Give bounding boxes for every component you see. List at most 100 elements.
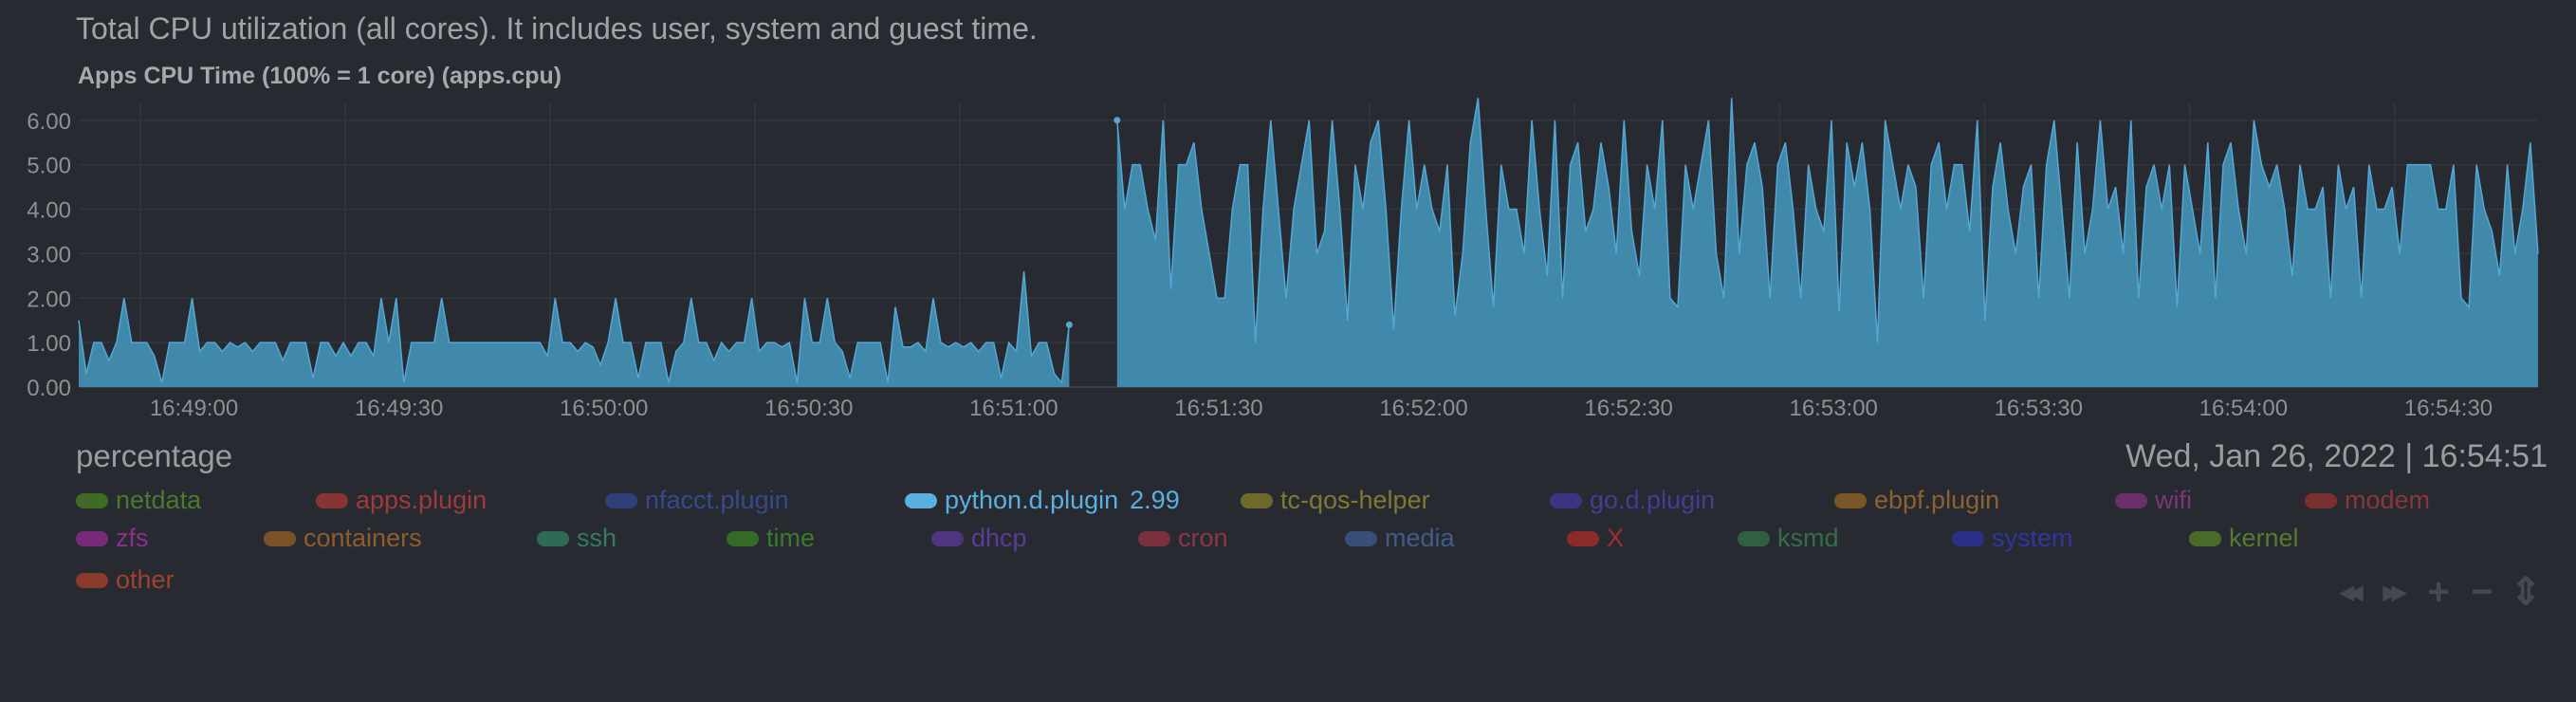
legend-label: ksmd — [1777, 524, 1839, 552]
chart-title: Apps CPU Time (100% = 1 core) (apps.cpu) — [78, 63, 562, 89]
legend-item-system[interactable]: system — [1952, 524, 2073, 553]
legend-item-dhcp[interactable]: dhcp — [931, 524, 1027, 553]
legend-item-ebpf-plugin[interactable]: ebpf.plugin — [1834, 486, 1999, 515]
x-tick-label: 16:49:00 — [150, 396, 238, 421]
x-tick-label: 16:51:30 — [1174, 396, 1262, 421]
legend-label: other — [116, 565, 175, 594]
y-tick-label: 3.00 — [27, 242, 71, 268]
legend-item-kernel[interactable]: kernel — [2189, 524, 2299, 553]
series-python-d-plugin-seg2-area — [1116, 98, 2538, 388]
y-tick-label: 2.00 — [27, 286, 71, 312]
legend-item-netdata[interactable]: netdata — [76, 486, 201, 515]
legend-swatch — [76, 530, 108, 546]
legend-label: tc-qos-helper — [1280, 486, 1430, 514]
x-tick-label: 16:50:30 — [764, 396, 853, 421]
zoom-in-icon[interactable]: + — [2427, 570, 2449, 613]
legend-label: kernel — [2229, 524, 2299, 552]
x-tick-label: 16:52:00 — [1379, 396, 1467, 421]
chart-toolbox: ◀◀ ▶▶ + − ⇕ — [2333, 570, 2542, 614]
gap-point — [1113, 117, 1121, 124]
resize-icon[interactable]: ⇕ — [2510, 571, 2542, 613]
legend-label: wifi — [2155, 486, 2192, 514]
current-datetime: Wed, Jan 26, 2022 | 16:54:51 — [2125, 438, 2548, 474]
legend-swatch — [1952, 530, 1984, 546]
legend-item-python-d-plugin[interactable]: python.d.plugin 2.99 — [905, 486, 1180, 515]
legend-swatch — [316, 492, 348, 508]
legend-swatch — [931, 530, 964, 546]
legend-label: containers — [304, 524, 422, 552]
x-tick-label: 16:52:30 — [1584, 396, 1672, 421]
legend-item-media[interactable]: media — [1345, 524, 1455, 553]
x-tick-label: 16:50:00 — [560, 396, 648, 421]
legend-swatch — [2305, 492, 2337, 508]
legend-label: nfacct.plugin — [645, 486, 789, 514]
legend-item-x[interactable]: X — [1567, 524, 1624, 553]
legend-label: X — [1607, 524, 1625, 552]
legend-label: ebpf.plugin — [1874, 486, 2000, 514]
series-python-d-plugin-seg1-line — [78, 271, 1071, 385]
legend-value: 2.99 — [1130, 486, 1180, 514]
legend-label: modem — [2345, 486, 2431, 514]
units-label: percentage — [76, 438, 233, 473]
series-python-d-plugin-seg1-area — [79, 271, 1070, 387]
legend-swatch — [905, 492, 937, 508]
legend-item-go-d-plugin[interactable]: go.d.plugin — [1550, 486, 1715, 515]
legend-swatch — [605, 492, 637, 508]
x-tick-label: 16:53:00 — [1789, 396, 1877, 421]
x-tick-label: 16:53:30 — [1995, 396, 2083, 421]
legend-swatch — [2189, 530, 2221, 546]
legend-label: cron — [1178, 524, 1228, 552]
y-tick-label: 5.00 — [27, 154, 71, 179]
legend-swatch — [264, 530, 296, 546]
legend-label: go.d.plugin — [1590, 486, 1716, 514]
legend-item-zfs[interactable]: zfs — [76, 524, 149, 553]
legend-swatch — [1834, 492, 1867, 508]
legend-item-nfacct-plugin[interactable]: nfacct.plugin — [605, 486, 789, 515]
legend-swatch — [1550, 492, 1582, 508]
legend-label: dhcp — [971, 524, 1027, 552]
legend-swatch — [537, 530, 569, 546]
legend-swatch — [727, 530, 759, 546]
legend-swatch — [76, 492, 108, 508]
legend-swatch — [1241, 492, 1273, 508]
apps-cpu-area-chart[interactable]: 0.00 1.00 2.00 3.00 4.00 5.00 6.00 16:49:00 16:4… — [0, 95, 2576, 436]
x-tick-label: 16:54:00 — [2199, 396, 2288, 421]
legend-item-tc-qos-helper[interactable]: tc-qos-helper — [1241, 486, 1430, 515]
legend-swatch — [1138, 530, 1170, 546]
legend-label: netdata — [116, 486, 202, 514]
legend-label: ssh — [577, 524, 617, 552]
legend-label: system — [1992, 524, 2073, 552]
legend-swatch — [76, 572, 108, 588]
y-tick-label: 4.00 — [27, 198, 71, 224]
legend-item-other[interactable]: other — [76, 565, 175, 595]
legend-item-cron[interactable]: cron — [1138, 524, 1228, 553]
legend-label: media — [1385, 524, 1455, 552]
gap-point — [1065, 321, 1073, 328]
legend-swatch — [2115, 492, 2147, 508]
legend-label: time — [766, 524, 816, 552]
legend-label: python.d.plugin — [945, 486, 1119, 514]
zoom-out-icon[interactable]: − — [2471, 570, 2493, 613]
legend-item-time[interactable]: time — [727, 524, 815, 553]
y-tick-label: 1.00 — [27, 331, 71, 357]
legend-item-wifi[interactable]: wifi — [2115, 486, 2192, 515]
legend-item-apps-plugin[interactable]: apps.plugin — [316, 486, 487, 515]
legend-swatch — [1567, 530, 1599, 546]
legend-label: zfs — [116, 524, 149, 552]
legend-swatch — [1738, 530, 1770, 546]
legend-item-ssh[interactable]: ssh — [537, 524, 616, 553]
x-tick-label: 16:51:00 — [969, 396, 1058, 421]
y-tick-label: 0.00 — [27, 376, 71, 401]
fast-forward-icon[interactable]: ▶▶ — [2383, 582, 2407, 603]
legend-item-modem[interactable]: modem — [2305, 486, 2430, 515]
legend-item-containers[interactable]: containers — [264, 524, 422, 553]
chart-description: Total CPU utilization (all cores). It in… — [76, 11, 1038, 46]
legend-swatch — [1345, 530, 1377, 546]
x-tick-label: 16:49:30 — [355, 396, 443, 421]
x-tick-label: 16:54:30 — [2404, 396, 2493, 421]
legend-item-ksmd[interactable]: ksmd — [1738, 524, 1839, 553]
y-tick-label: 6.00 — [27, 109, 71, 135]
dimension-legend: netdata apps.plugin nfacct.plugin python.d.… — [76, 486, 2542, 619]
rewind-icon[interactable]: ◀◀ — [2339, 582, 2364, 603]
legend-label: apps.plugin — [356, 486, 488, 514]
